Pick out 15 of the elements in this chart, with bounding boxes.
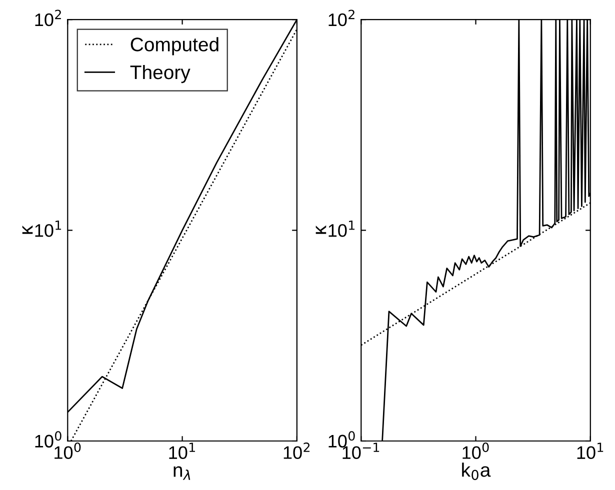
legend-label: Theory — [130, 64, 190, 84]
x-axis-title: k$_{0}$a — [462, 462, 491, 480]
x-axis-title: n$_{λ}$ — [174, 466, 190, 480]
y-tick-label: 10$^{2}$ — [328, 10, 354, 26]
x-tick-label: 10$^{1}$ — [169, 442, 195, 459]
x-tick-label: 10$^{0}$ — [54, 442, 81, 459]
y-tick-label: 10$^{1}$ — [328, 220, 355, 237]
x-tick-label: 10$^{0}$ — [462, 442, 489, 459]
x-tick-label: 10$^{2}$ — [284, 442, 310, 459]
y-axis-title: κ — [22, 225, 33, 234]
legend-label: Computed — [130, 37, 218, 56]
y-axis-title: κ — [316, 225, 326, 234]
y-tick-label: 10$^{2}$ — [35, 10, 61, 26]
y-tick-label: 10$^{1}$ — [35, 220, 62, 237]
x-tick-label: 10$^{1}$ — [577, 442, 604, 459]
